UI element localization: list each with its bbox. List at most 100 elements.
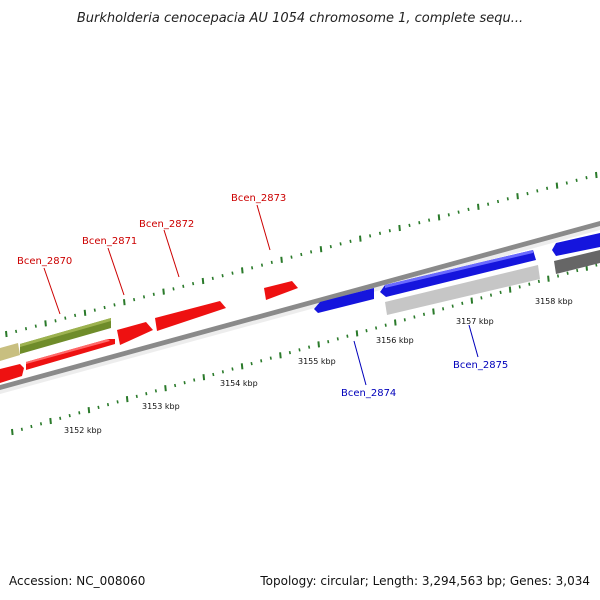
gene-arrow-bcen-2873[interactable] xyxy=(264,281,298,300)
gene-label-bcen-2874[interactable]: Bcen_2874 xyxy=(341,388,396,399)
olive-feature-highlight xyxy=(20,318,111,347)
outer-tick xyxy=(457,210,460,214)
outer-tick xyxy=(398,224,401,232)
inner-tick xyxy=(308,345,311,349)
outer-tick xyxy=(93,308,96,312)
outer-tick xyxy=(546,186,549,190)
inner-tick xyxy=(125,396,129,403)
outer-tick xyxy=(565,181,568,185)
accession-label: Accession: NC_008060 xyxy=(9,574,146,588)
gene-label-bcen-2875[interactable]: Bcen_2875 xyxy=(453,360,508,371)
outer-tick xyxy=(487,202,490,206)
inner-tick xyxy=(97,405,100,410)
outer-tick xyxy=(221,274,224,278)
gene-arrow-right-partial[interactable] xyxy=(552,233,600,256)
inner-tick xyxy=(30,424,33,429)
outer-tick xyxy=(496,199,500,204)
outer-tick xyxy=(142,295,146,299)
outer-tick xyxy=(359,235,362,242)
inner-tick xyxy=(193,378,196,382)
inner-tick xyxy=(11,428,14,436)
inner-tick xyxy=(442,307,445,311)
inner-tick-row xyxy=(11,263,598,436)
inner-tick xyxy=(135,394,138,399)
outer-tick xyxy=(319,246,323,253)
scale-labels: 3152 kbp 3153 kbp 3154 kbp 3155 kbp 3156… xyxy=(64,297,573,435)
outer-tick xyxy=(74,313,77,318)
tick-label-3155: 3155 kbp xyxy=(298,357,336,366)
inner-tick xyxy=(288,350,291,355)
inner-tick xyxy=(528,282,531,286)
inner-tick xyxy=(394,319,397,326)
forward-strand-features xyxy=(0,281,298,383)
gene-arrow-bcen-2871[interactable] xyxy=(117,322,153,345)
gene-arrow-bcen-2875[interactable] xyxy=(380,250,536,297)
gene-label-bcen-2871[interactable]: Bcen_2871 xyxy=(82,236,137,247)
inner-tick xyxy=(298,348,301,352)
outer-tick xyxy=(506,197,509,201)
outer-tick xyxy=(24,327,28,331)
inner-tick xyxy=(451,304,454,308)
gene-arrow-bcen-2874[interactable] xyxy=(314,288,374,313)
outer-tick xyxy=(133,297,136,302)
inner-tick xyxy=(68,413,71,418)
inner-tick xyxy=(240,363,244,370)
inner-tick xyxy=(470,297,474,304)
gene-arrow-partial-left[interactable] xyxy=(0,364,24,383)
outer-tick xyxy=(477,203,480,210)
sequence-stats: Topology: circular; Length: 3,294,563 bp… xyxy=(260,574,590,588)
inner-tick xyxy=(384,323,387,327)
outer-tick xyxy=(123,299,126,306)
inner-tick xyxy=(59,416,62,420)
dark-gray-feature[interactable] xyxy=(554,250,600,274)
outer-tick xyxy=(260,263,264,267)
inner-tick xyxy=(375,326,378,330)
inner-tick xyxy=(106,402,110,407)
sequence-backbone xyxy=(0,221,600,394)
inner-tick xyxy=(145,392,148,396)
tick-label-3152: 3152 kbp xyxy=(64,426,102,435)
inner-tick xyxy=(154,389,157,393)
gene-label-bcen-2872[interactable]: Bcen_2872 xyxy=(139,219,194,230)
outer-tick xyxy=(152,292,155,296)
gene-label-bcen-2870[interactable]: Bcen_2870 xyxy=(17,256,72,267)
outer-tick xyxy=(44,320,47,327)
inner-tick xyxy=(174,383,177,388)
outer-tick xyxy=(516,193,519,200)
outer-tick xyxy=(113,303,116,307)
tick-label-3154: 3154 kbp xyxy=(220,379,258,388)
inner-tick xyxy=(49,417,52,425)
outer-tick xyxy=(536,189,539,193)
outer-tick xyxy=(5,330,8,338)
light-gray-feature[interactable] xyxy=(385,265,540,315)
map-title: Burkholderia cenocepacia AU 1054 chromos… xyxy=(77,11,523,26)
gene-arrow-bcen-2870[interactable] xyxy=(26,339,115,370)
outer-tick-row xyxy=(5,171,598,338)
inner-tick xyxy=(461,301,464,305)
gene-arrow-highlight-blue xyxy=(385,250,533,288)
gene-arrow-bcen-2872[interactable] xyxy=(155,301,226,331)
inner-tick xyxy=(499,290,502,295)
outer-tick xyxy=(241,267,244,274)
outer-tick xyxy=(349,239,352,243)
outer-tick xyxy=(447,213,450,217)
inner-tick xyxy=(202,374,206,381)
inner-tick xyxy=(250,361,253,366)
inner-tick xyxy=(403,318,406,322)
outer-tick xyxy=(300,252,303,257)
inner-tick xyxy=(432,308,435,315)
inner-tick xyxy=(327,340,330,344)
outer-tick xyxy=(83,309,87,316)
outer-tick xyxy=(369,234,372,238)
inner-tick xyxy=(576,268,579,273)
inner-tick xyxy=(595,263,598,267)
inner-tick xyxy=(422,312,426,316)
outer-tick xyxy=(211,276,214,281)
gene-label-leaders xyxy=(43,204,479,386)
tan-feature[interactable] xyxy=(0,343,20,361)
outer-tick xyxy=(428,218,431,222)
inner-tick xyxy=(489,293,493,297)
reverse-strand-features xyxy=(314,233,600,315)
gene-label-bcen-2873[interactable]: Bcen_2873 xyxy=(231,193,286,204)
